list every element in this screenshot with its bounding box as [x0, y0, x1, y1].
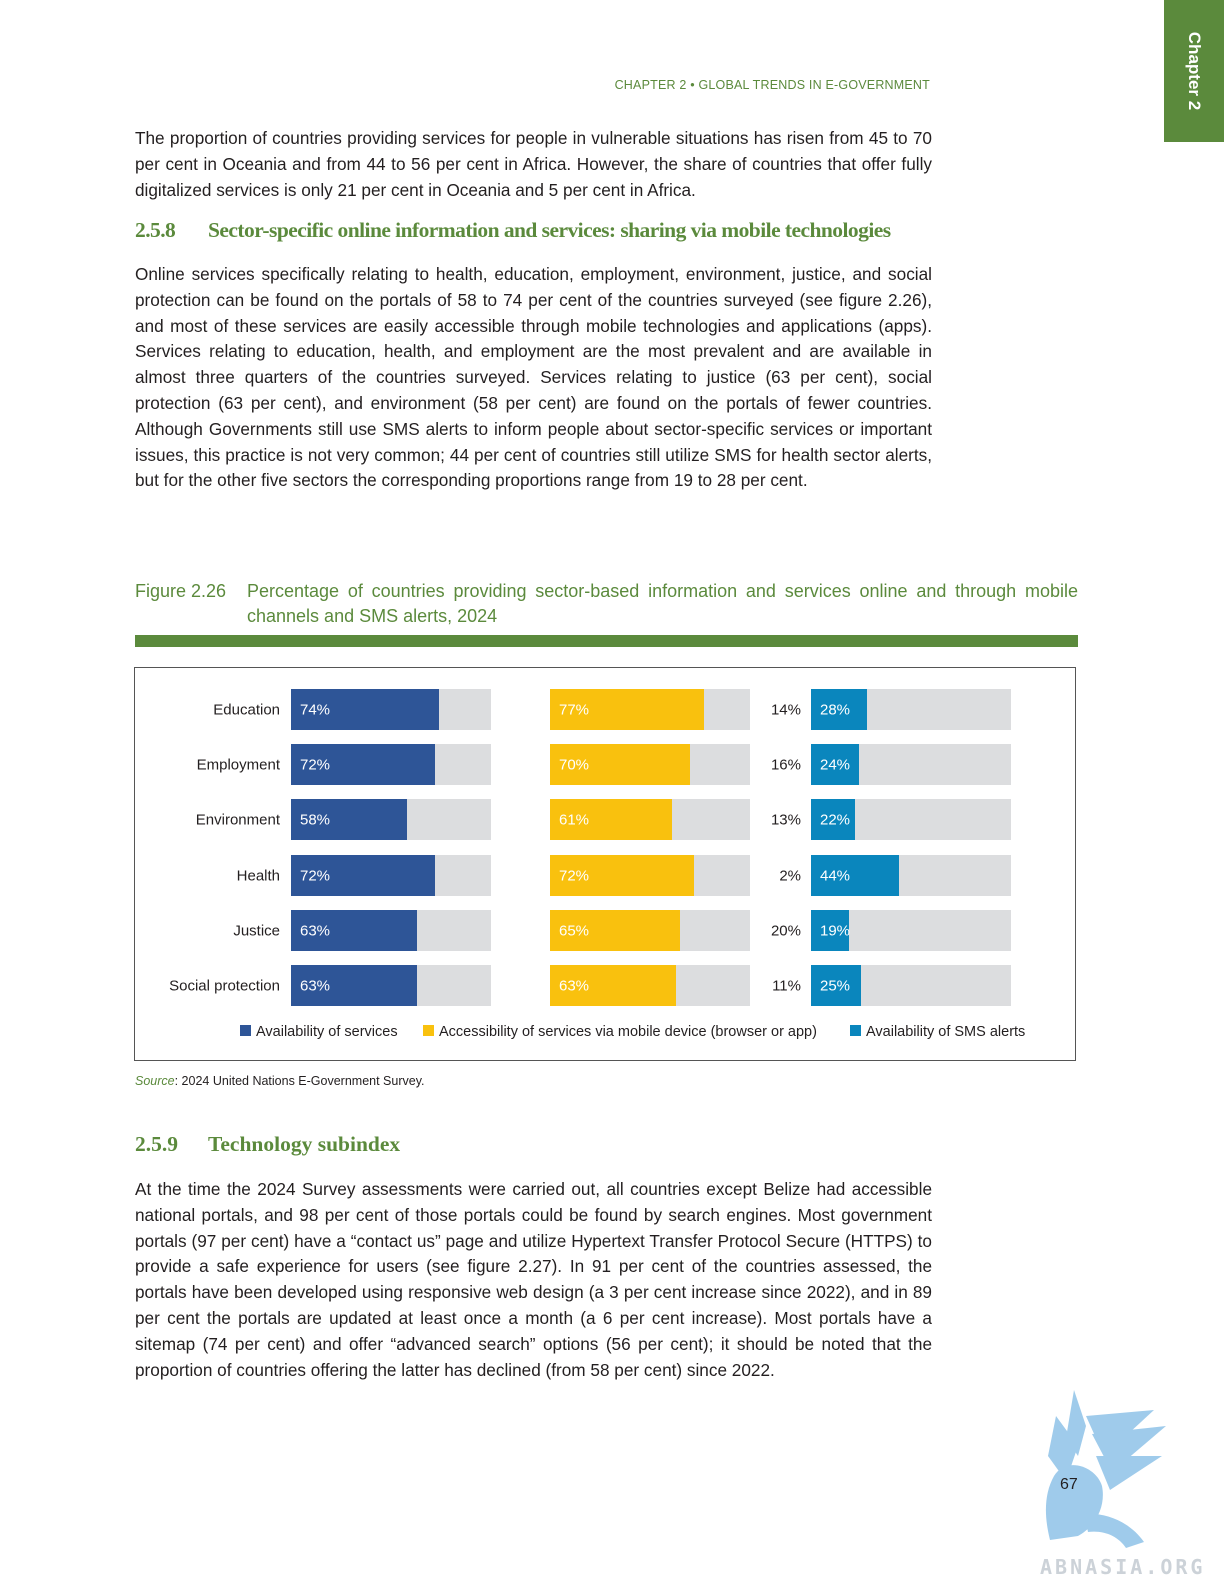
paragraph-vulnerable-groups: The proportion of countries providing se…	[135, 128, 932, 200]
figure-rule	[135, 635, 1078, 647]
bar-value-label: 72%	[300, 868, 330, 885]
chapter-tab-label: Chapter 2	[1185, 31, 1204, 111]
legend-label: Accessibility of services via mobile dev…	[439, 1024, 817, 1040]
source-label: Source	[135, 1074, 175, 1088]
standalone-value-label: 13%	[771, 812, 801, 829]
source-text: : 2024 United Nations E-Government Surve…	[174, 1074, 425, 1088]
bar	[550, 744, 690, 785]
watermark-text: ABNASIA.ORG	[1040, 1555, 1206, 1579]
bar	[291, 689, 439, 730]
figure-source: Source: 2024 United Nations E-Government…	[135, 1074, 425, 1088]
bar-value-label: 24%	[820, 757, 850, 774]
bar	[811, 965, 861, 1006]
chart-frame: Education 74% 77% 28% 14% Employment 72% 70% 24%…	[134, 667, 1076, 1061]
bar	[291, 965, 417, 1006]
bar-value-label: 28%	[820, 702, 850, 719]
standalone-value-label: 11%	[772, 978, 801, 995]
bar	[550, 855, 694, 896]
category-label: Justice	[233, 923, 280, 940]
bar	[550, 689, 704, 730]
bar-value-label: 61%	[559, 812, 589, 829]
bar	[550, 910, 680, 951]
paragraph-sector-services: Online services specifically relating to…	[135, 264, 932, 491]
bar-value-label: 65%	[559, 923, 589, 940]
bar	[291, 855, 435, 896]
category-label: Environment	[196, 812, 281, 829]
bar-value-label: 63%	[300, 978, 330, 995]
bar	[291, 799, 407, 840]
standalone-value-label: 20%	[771, 923, 801, 940]
bar	[550, 965, 676, 1006]
section-title: Sector-specific online information and s…	[208, 218, 891, 242]
bar-value-label: 44%	[820, 868, 850, 885]
section-heading-2-5-9: 2.5.9 Technology subindex	[135, 1132, 935, 1157]
category-label: Health	[237, 868, 280, 885]
bar	[550, 799, 672, 840]
standalone-value-label: 16%	[771, 757, 801, 774]
legend-swatch	[240, 1025, 251, 1036]
category-label: Education	[213, 702, 280, 719]
sector-services-chart: Education 74% 77% 28% 14% Employment 72% 70% 24%…	[169, 689, 1025, 1040]
bar-value-label: 19%	[820, 923, 850, 940]
bar-value-label: 74%	[300, 702, 330, 719]
bar	[811, 744, 859, 785]
bar-value-label: 70%	[559, 757, 589, 774]
figure-number: Figure 2.26	[135, 581, 227, 601]
bar-value-label: 58%	[300, 812, 330, 829]
legend-label: Availability of services	[256, 1024, 398, 1040]
bar	[291, 910, 417, 951]
category-label: Social protection	[169, 978, 280, 995]
legend-swatch	[850, 1025, 861, 1036]
section-number: 2.5.8	[135, 218, 176, 242]
category-label: Employment	[197, 757, 281, 774]
section-heading-2-5-8: 2.5.8 Sector-specific online information …	[135, 218, 935, 243]
bar-value-label: 25%	[820, 978, 850, 995]
paragraph-technology-subindex: At the time the 2024 Survey assessments …	[135, 1179, 932, 1380]
bar	[811, 910, 849, 951]
figure-title: Percentage of countries providing sector…	[247, 581, 1078, 626]
legend-swatch	[423, 1025, 434, 1036]
bar-value-label: 77%	[559, 702, 589, 719]
running-head: CHAPTER 2 • GLOBAL TRENDS IN E-GOVERNMEN…	[614, 78, 930, 92]
section-number: 2.5.9	[135, 1132, 178, 1156]
legend-label: Availability of SMS alerts	[866, 1024, 1025, 1040]
bar-value-label: 72%	[559, 868, 589, 885]
bar	[811, 799, 855, 840]
bar-value-label: 22%	[820, 812, 850, 829]
standalone-value-label: 14%	[771, 702, 801, 719]
bar-value-label: 72%	[300, 757, 330, 774]
section-title: Technology subindex	[208, 1132, 401, 1156]
bar-value-label: 63%	[559, 978, 589, 995]
chapter-tab: Chapter 2	[1164, 0, 1224, 142]
bar	[291, 744, 435, 785]
bar-value-label: 63%	[300, 923, 330, 940]
page-number: 67	[1060, 1476, 1078, 1493]
standalone-value-label: 2%	[779, 868, 801, 885]
bird-watermark-icon	[1045, 1390, 1166, 1548]
bar	[811, 855, 899, 896]
bar	[811, 689, 867, 730]
